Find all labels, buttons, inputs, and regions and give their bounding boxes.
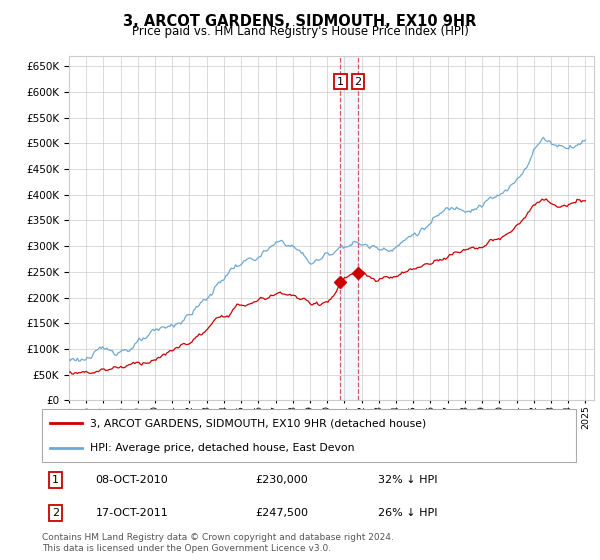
- FancyBboxPatch shape: [42, 409, 576, 462]
- Text: 3, ARCOT GARDENS, SIDMOUTH, EX10 9HR: 3, ARCOT GARDENS, SIDMOUTH, EX10 9HR: [124, 14, 476, 29]
- Text: 3, ARCOT GARDENS, SIDMOUTH, EX10 9HR (detached house): 3, ARCOT GARDENS, SIDMOUTH, EX10 9HR (de…: [90, 418, 427, 428]
- Text: Price paid vs. HM Land Registry's House Price Index (HPI): Price paid vs. HM Land Registry's House …: [131, 25, 469, 38]
- Text: HPI: Average price, detached house, East Devon: HPI: Average price, detached house, East…: [90, 442, 355, 452]
- Text: 1: 1: [337, 77, 344, 87]
- Text: 2: 2: [52, 508, 59, 518]
- Text: £230,000: £230,000: [256, 475, 308, 484]
- Text: 26% ↓ HPI: 26% ↓ HPI: [379, 508, 438, 518]
- Text: 1: 1: [52, 475, 59, 484]
- Text: 2: 2: [355, 77, 362, 87]
- Text: 17-OCT-2011: 17-OCT-2011: [95, 508, 168, 518]
- Text: Contains HM Land Registry data © Crown copyright and database right 2024.
This d: Contains HM Land Registry data © Crown c…: [42, 533, 394, 553]
- Text: £247,500: £247,500: [256, 508, 308, 518]
- Text: 08-OCT-2010: 08-OCT-2010: [95, 475, 168, 484]
- Bar: [340, 56, 358, 400]
- Text: 32% ↓ HPI: 32% ↓ HPI: [379, 475, 438, 484]
